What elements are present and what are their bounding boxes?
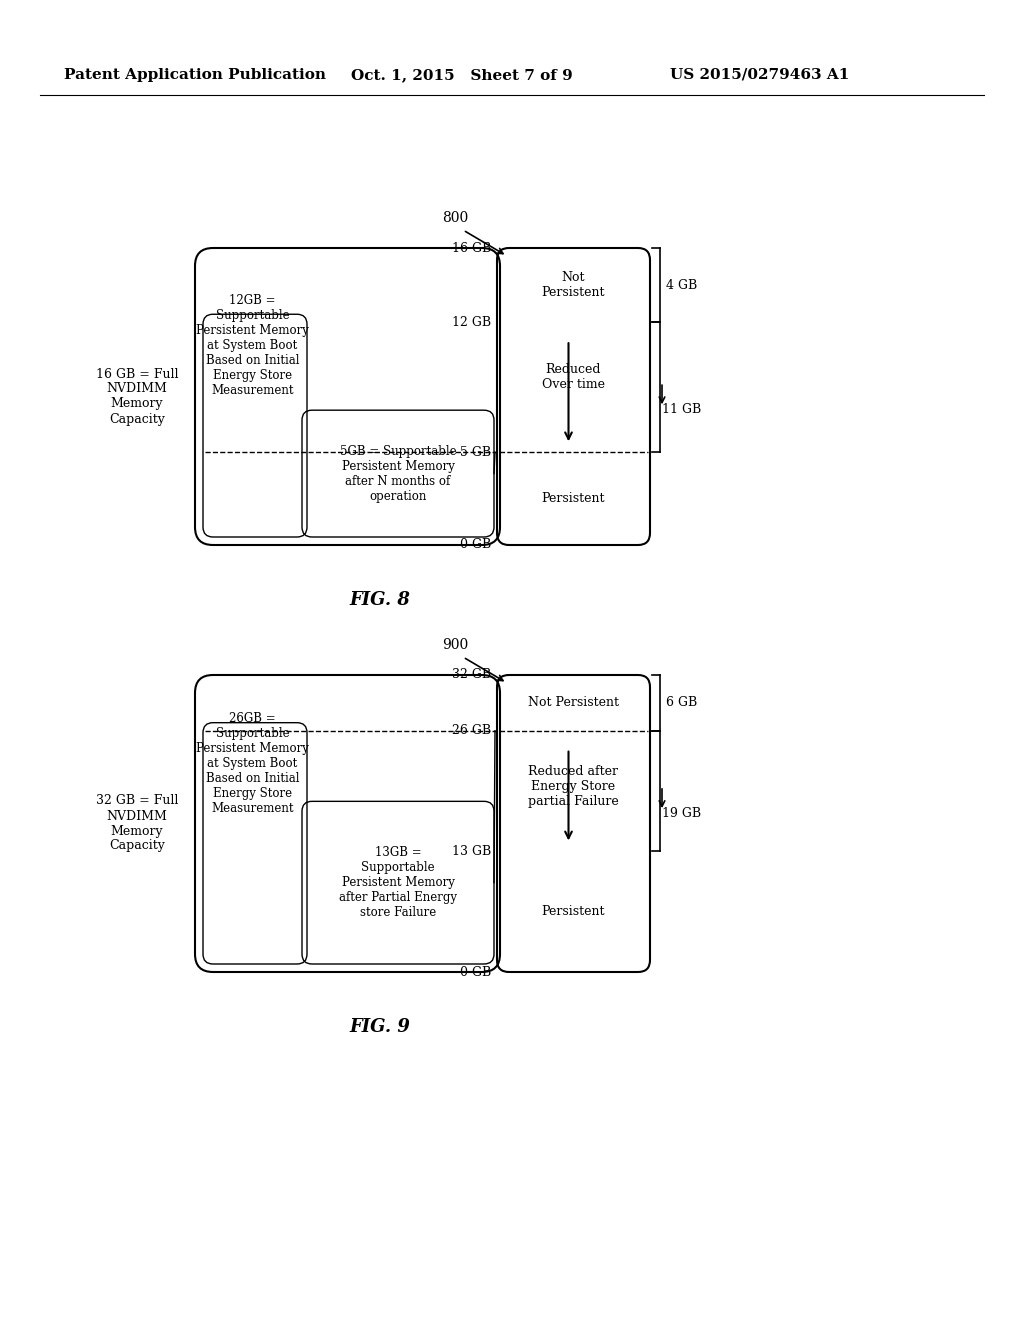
Text: 5GB = Supportable
Persistent Memory
after N months of
operation: 5GB = Supportable Persistent Memory afte… [340,445,457,503]
Text: 12 GB: 12 GB [452,315,490,329]
Text: 0 GB: 0 GB [460,539,490,552]
Text: FIG. 9: FIG. 9 [349,1018,411,1036]
Text: Not
Persistent: Not Persistent [542,271,605,300]
Text: 13 GB: 13 GB [452,845,490,858]
Text: 26GB =
Supportable
Persistent Memory
at System Boot
Based on Initial
Energy Stor: 26GB = Supportable Persistent Memory at … [196,711,309,814]
Text: Persistent: Persistent [542,906,605,919]
Text: 5 GB: 5 GB [460,446,490,458]
Text: 26 GB: 26 GB [452,725,490,737]
Text: 800: 800 [442,211,468,224]
Text: FIG. 8: FIG. 8 [349,591,411,609]
Text: 900: 900 [442,638,468,652]
Text: US 2015/0279463 A1: US 2015/0279463 A1 [671,69,850,82]
Text: 12GB =
Supportable
Persistent Memory
at System Boot
Based on Initial
Energy Stor: 12GB = Supportable Persistent Memory at … [196,293,309,396]
Text: Oct. 1, 2015   Sheet 7 of 9: Oct. 1, 2015 Sheet 7 of 9 [351,69,572,82]
Text: 13GB =
Supportable
Persistent Memory
after Partial Energy
store Failure: 13GB = Supportable Persistent Memory aft… [339,846,457,919]
Text: 0 GB: 0 GB [460,965,490,978]
Text: 19 GB: 19 GB [663,807,701,820]
Text: 16 GB: 16 GB [452,242,490,255]
Text: 11 GB: 11 GB [663,403,701,416]
Text: 6 GB: 6 GB [667,697,697,709]
Text: 32 GB: 32 GB [452,668,490,681]
Text: 16 GB = Full
NVDIMM
Memory
Capacity: 16 GB = Full NVDIMM Memory Capacity [96,367,178,425]
Text: Persistent: Persistent [542,492,605,506]
Text: 4 GB: 4 GB [667,279,697,292]
Text: Reduced after
Energy Store
partial Failure: Reduced after Energy Store partial Failu… [528,764,618,808]
Text: Patent Application Publication: Patent Application Publication [63,69,326,82]
Text: 32 GB = Full
NVDIMM
Memory
Capacity: 32 GB = Full NVDIMM Memory Capacity [96,795,178,853]
Text: Not Persistent: Not Persistent [528,697,618,709]
Text: Reduced
Over time: Reduced Over time [542,363,605,391]
